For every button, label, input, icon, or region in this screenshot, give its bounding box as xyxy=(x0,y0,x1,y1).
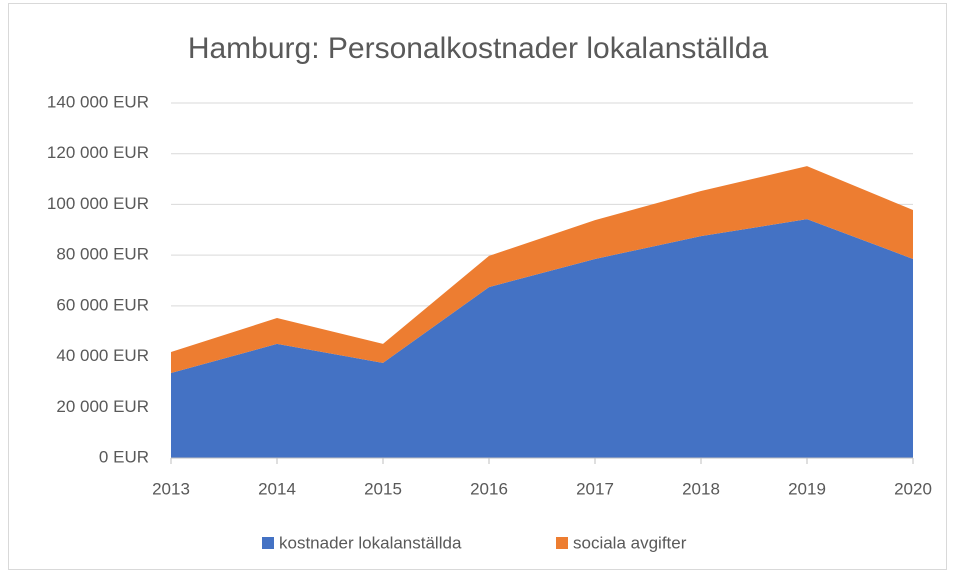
y-tick-label: 20 000 EUR xyxy=(56,397,149,416)
legend-swatch xyxy=(262,537,274,549)
legend-label: sociala avgifter xyxy=(573,533,687,552)
y-tick-label: 120 000 EUR xyxy=(47,143,149,162)
x-tick-label: 2014 xyxy=(258,479,296,498)
chart-title: Hamburg: Personalkostnader lokalanställd… xyxy=(188,32,769,65)
y-tick-label: 0 EUR xyxy=(99,447,149,466)
area xyxy=(171,219,913,458)
x-tick-label: 2019 xyxy=(788,479,826,498)
x-tick-label: 2013 xyxy=(152,479,190,498)
legend-label: kostnader lokalanställda xyxy=(279,533,462,552)
area xyxy=(171,166,913,374)
y-tick-label: 140 000 EUR xyxy=(47,92,149,111)
x-tick-label: 2020 xyxy=(894,479,932,498)
y-tick-label: 40 000 EUR xyxy=(56,346,149,365)
y-tick-label: 60 000 EUR xyxy=(56,295,149,314)
y-tick-label: 80 000 EUR xyxy=(56,245,149,264)
x-tick-label: 2016 xyxy=(470,479,508,498)
legend-swatch xyxy=(556,537,568,549)
y-tick-label: 100 000 EUR xyxy=(47,194,149,213)
x-tick-label: 2017 xyxy=(576,479,614,498)
x-tick-label: 2018 xyxy=(682,479,720,498)
x-tick-label: 2015 xyxy=(364,479,402,498)
